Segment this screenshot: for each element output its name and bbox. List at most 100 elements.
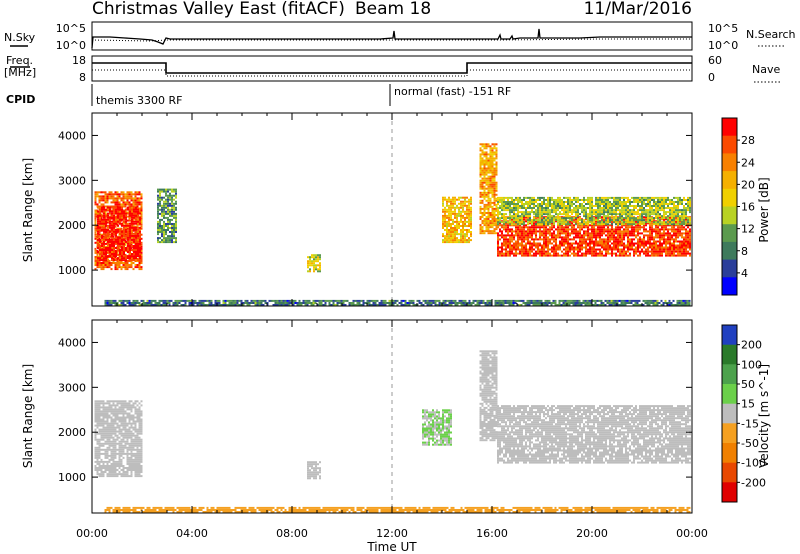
power-cell <box>597 228 599 231</box>
power-cell <box>539 211 541 214</box>
power-cell <box>452 229 454 231</box>
power-cell <box>629 240 631 243</box>
power-cell <box>118 262 121 264</box>
power-cell <box>165 237 167 240</box>
power-cell <box>192 304 195 306</box>
power-cell <box>489 159 492 162</box>
power-cell <box>631 217 633 220</box>
power-cell <box>112 193 115 196</box>
power-cell <box>655 205 657 207</box>
power-cell <box>649 232 651 235</box>
power-cell <box>125 230 127 233</box>
power-cell <box>458 239 460 242</box>
power-cell <box>671 252 673 255</box>
power-cell <box>627 213 629 216</box>
power-cell <box>573 238 575 241</box>
power-cell <box>577 216 579 219</box>
power-cell <box>651 250 653 253</box>
power-cell <box>595 216 597 219</box>
power-cell <box>577 252 579 255</box>
power-cell <box>595 228 597 231</box>
power-cell <box>535 246 537 249</box>
power-cell <box>565 221 567 224</box>
power-cell <box>621 217 623 220</box>
power-cell <box>97 222 99 225</box>
power-cell <box>603 223 605 226</box>
power-cell <box>599 226 601 229</box>
power-cell <box>120 229 123 232</box>
power-cell <box>112 205 115 208</box>
power-cell <box>519 228 521 231</box>
power-cell <box>135 240 137 243</box>
power-cell <box>161 210 163 213</box>
power-cell <box>100 241 103 244</box>
power-cell <box>505 240 507 243</box>
power-cell <box>140 266 143 269</box>
power-cell <box>161 214 163 217</box>
power-cell <box>464 237 466 240</box>
power-cell <box>169 227 171 229</box>
power-cell <box>489 161 492 164</box>
power-cell <box>665 226 667 229</box>
power-cell <box>224 304 227 306</box>
power-cell <box>679 250 681 253</box>
power-cell <box>523 203 525 205</box>
power-cell <box>130 229 133 232</box>
power-cell <box>114 191 117 194</box>
power-cell <box>136 191 139 194</box>
power-cell <box>115 216 117 219</box>
power-cell <box>533 254 535 257</box>
power-cell <box>553 207 555 209</box>
power-cell <box>597 236 599 239</box>
power-cell <box>135 206 137 209</box>
power-cell <box>555 205 557 207</box>
power-cell <box>485 151 488 154</box>
power-cell <box>319 262 321 265</box>
power-cell <box>114 268 117 271</box>
power-cell <box>551 217 553 220</box>
power-cell <box>133 210 135 213</box>
power-cell <box>575 240 577 243</box>
power-cell <box>113 245 115 247</box>
power-cell <box>493 151 496 154</box>
power-cell <box>601 209 603 212</box>
power-cell <box>112 262 115 264</box>
power-cell <box>585 252 587 255</box>
power-cell <box>651 246 653 249</box>
power-cell <box>169 202 171 205</box>
power-cell <box>541 252 543 255</box>
power-cell <box>539 236 541 239</box>
power-cell <box>136 207 139 210</box>
power-cell <box>120 193 123 196</box>
power-cell <box>116 266 119 269</box>
power-cell <box>547 236 549 239</box>
nave-tick-bottom: 0 <box>708 71 715 84</box>
power-cell <box>687 240 689 243</box>
power-cell <box>641 199 643 201</box>
power-cell <box>113 232 115 235</box>
power-cell <box>547 201 549 203</box>
power-cell <box>669 199 671 201</box>
power-cell <box>617 228 619 231</box>
power-cell <box>609 217 611 220</box>
power-cell <box>585 250 587 253</box>
power-cell <box>609 240 611 243</box>
power-cell <box>450 212 452 215</box>
power-cell <box>521 230 523 233</box>
power-cell <box>683 215 685 218</box>
power-cell <box>575 242 577 245</box>
power-cell <box>479 161 482 164</box>
power-cell <box>104 299 107 302</box>
power-cell <box>133 226 135 229</box>
power-cell <box>615 207 617 209</box>
power-cell <box>611 232 613 235</box>
power-cell <box>569 228 571 231</box>
power-cell <box>519 248 521 251</box>
power-cell <box>685 213 687 216</box>
power-cell <box>637 248 639 251</box>
power-cell <box>130 262 133 264</box>
power-cell <box>462 235 464 238</box>
power-cell <box>137 230 139 233</box>
power-cell <box>132 201 135 204</box>
power-cell <box>125 247 127 249</box>
